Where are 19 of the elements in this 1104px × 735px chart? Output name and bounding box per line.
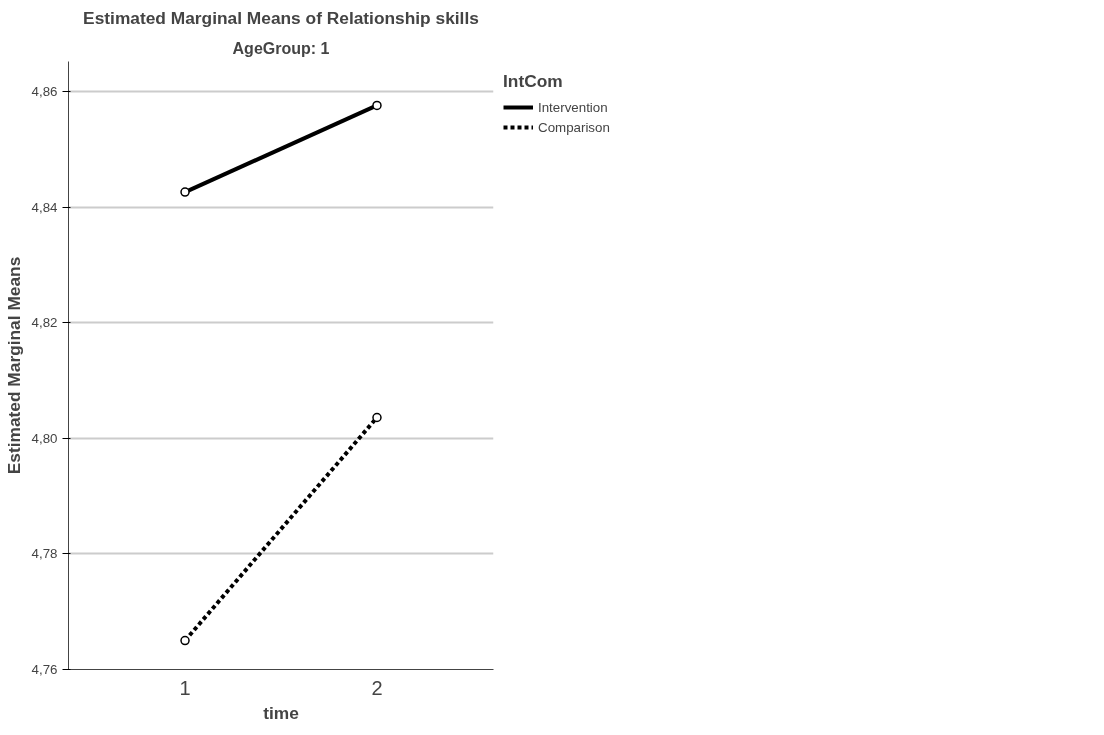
point bbox=[372, 100, 382, 111]
chart-subtitle: AgeGroup: 1 bbox=[232, 39, 330, 57]
y-tick-label: 4,82 bbox=[31, 315, 58, 331]
y-tick-label: 4,86 bbox=[31, 84, 58, 100]
point bbox=[372, 412, 382, 423]
chart-title: Estimated Marginal Means of Relationship skills bbox=[83, 7, 479, 28]
y-tick-label: 4,76 bbox=[31, 662, 58, 677]
x-axis-title: time bbox=[263, 702, 300, 723]
y-axis-title: Estimated Marginal Means bbox=[3, 256, 24, 475]
x-tick-label: 1 bbox=[179, 676, 191, 699]
point bbox=[180, 187, 190, 197]
legend-label: Intervention bbox=[538, 99, 608, 115]
y-tick-label: 4,78 bbox=[31, 546, 58, 562]
legend-title: IntCom bbox=[503, 71, 564, 92]
y-tick-label: 4,80 bbox=[31, 430, 58, 446]
x-tick-label: 2 bbox=[371, 676, 383, 699]
legend-label: Comparison bbox=[538, 119, 610, 135]
point bbox=[180, 635, 190, 646]
y-tick-label: 4,84 bbox=[31, 199, 59, 215]
